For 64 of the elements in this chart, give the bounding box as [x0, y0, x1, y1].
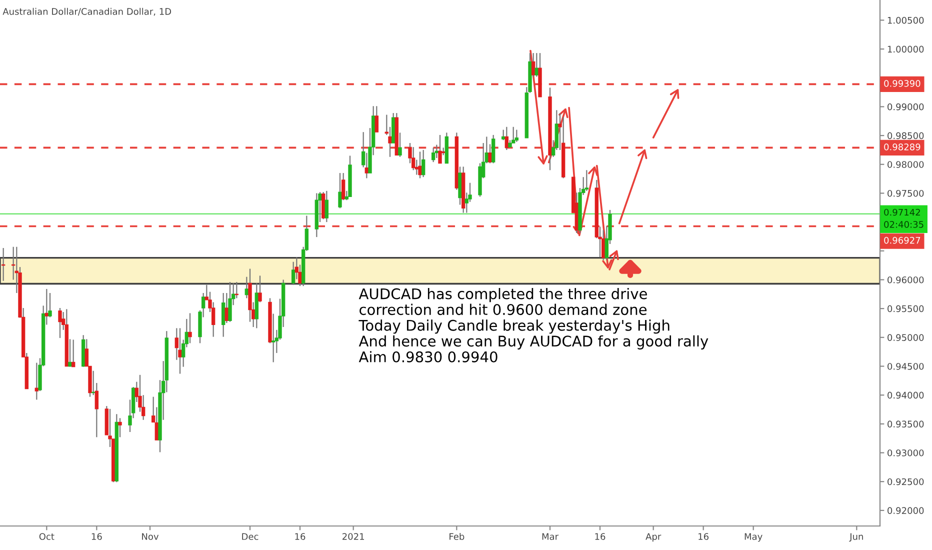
- x-tick-label: May: [744, 533, 762, 542]
- y-tick-label: 0.95000: [888, 334, 924, 341]
- candlestick: [421, 149, 426, 178]
- candlestick: [221, 292, 226, 338]
- candlestick: [488, 144, 492, 164]
- x-tick-label: 16: [595, 533, 606, 540]
- y-tick-label: 1.00500: [888, 16, 924, 24]
- y-tick-label: 0.93000: [888, 449, 924, 456]
- x-tick-label: Jun: [849, 533, 863, 542]
- candlestick: [438, 134, 442, 164]
- x-tick-label: Mar: [542, 533, 559, 540]
- candlestick: [411, 146, 416, 171]
- x-tick-label: Dec: [242, 533, 258, 540]
- x-tick-label: Apr: [646, 533, 662, 542]
- candlestick: [151, 396, 156, 423]
- y-tick-label: 0.97500: [888, 190, 924, 197]
- candlestick: [374, 106, 379, 133]
- y-tick-label: 0.95500: [888, 305, 924, 312]
- candlestick: [228, 281, 232, 322]
- candlestick: [58, 307, 62, 339]
- candlestick: [68, 338, 72, 368]
- x-tick-label: Feb: [450, 532, 464, 540]
- candlestick: [291, 261, 296, 286]
- y-tick-label: 0.96000: [888, 276, 924, 284]
- x-tick-label: 16: [698, 533, 709, 540]
- y-tick-label: 0.94500: [888, 362, 924, 370]
- candlestick: [431, 147, 436, 163]
- ref-line-label: 0.97142 02:40:35: [884, 208, 924, 228]
- candlestick: [514, 129, 519, 142]
- candlestick: [511, 126, 516, 144]
- candlestick: [388, 126, 392, 158]
- x-tick-label: 2021: [342, 533, 364, 540]
- x-tick-label: Nov: [142, 533, 159, 540]
- y-tick-label: 0.98500: [888, 132, 924, 140]
- y-tick-label: 0.99000: [888, 103, 924, 110]
- candlestick: [491, 134, 496, 164]
- candlestick: [584, 170, 589, 192]
- y-tick-label: 0.92000: [888, 507, 924, 514]
- annotation: AUDCAD has completed the three drive correction and hit 0.9600 demand zone Today Daily Candle break yesterday's High And hence we can Buy AUDCAD for a good rally Aim 0.9830 0.9940: [358, 288, 708, 362]
- candlestick: [178, 328, 182, 374]
- candlestick: [338, 172, 342, 209]
- candlestick: [398, 132, 402, 158]
- candlestick: [258, 275, 262, 303]
- x-tick-label: 16: [295, 533, 306, 540]
- candlestick: [601, 230, 606, 261]
- candlestick: [71, 339, 76, 368]
- x-tick-label: 16: [92, 533, 102, 540]
- x-tick-label: Oct: [39, 533, 54, 540]
- candlestick: [271, 313, 276, 363]
- candlestick: [188, 312, 192, 344]
- y-tick-label: 1.00000: [888, 46, 924, 53]
- y-tick-label: 0.92500: [888, 478, 924, 486]
- y-tick-label: 0.94000: [888, 392, 924, 399]
- y-tick-label: 0.98000: [888, 161, 924, 168]
- y-tick-label: 0.93500: [888, 420, 924, 428]
- text: Australian Dollar/Canadian Dollar, 1D: [2, 8, 172, 16]
- ref-line-label: 0.98289: [884, 144, 920, 150]
- candlestick: [324, 190, 329, 223]
- candlestick: [118, 418, 122, 438]
- ref-line-label: 0.99390: [884, 80, 920, 87]
- candlestick: [501, 129, 506, 141]
- ref-line-label: 0.96927: [884, 236, 920, 244]
- candlestick: [418, 151, 422, 179]
- candlestick: [531, 52, 536, 78]
